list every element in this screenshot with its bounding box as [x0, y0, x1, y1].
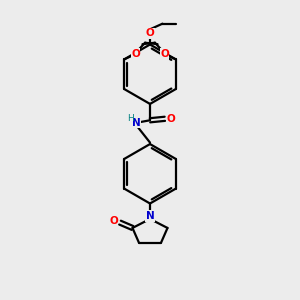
- Text: O: O: [167, 114, 175, 124]
- Text: O: O: [131, 49, 140, 59]
- Text: H: H: [127, 114, 134, 123]
- Text: O: O: [160, 49, 169, 59]
- Text: O: O: [109, 216, 118, 226]
- Text: N: N: [146, 211, 154, 221]
- Text: N: N: [132, 118, 140, 128]
- Text: O: O: [146, 28, 154, 38]
